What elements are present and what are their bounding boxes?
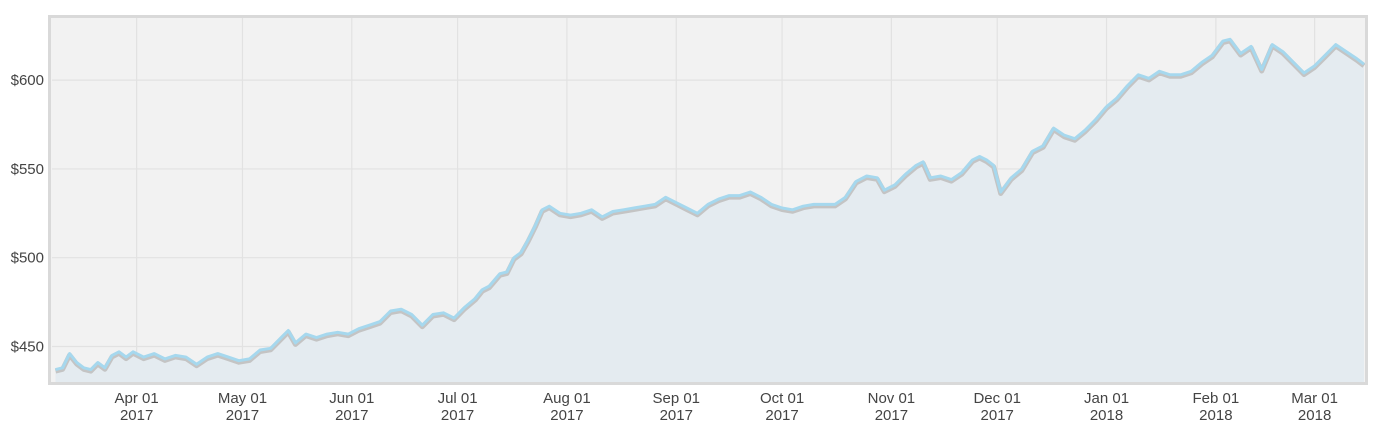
x-tick-label-month: Dec 01	[973, 390, 1021, 407]
series-area-fill	[55, 39, 1364, 383]
y-tick-label: $500	[11, 250, 44, 267]
y-axis-ticks: $450 $500 $550 $600	[11, 72, 44, 355]
x-tick-label-month: May 01	[218, 390, 267, 407]
x-tick-label-year: 2018	[1199, 407, 1232, 424]
y-tick-label: $600	[11, 72, 44, 89]
x-tick-label-month: Jul 01	[438, 390, 478, 407]
x-tick-label-month: Feb 01	[1193, 390, 1240, 407]
x-tick-label-month: Mar 01	[1291, 390, 1338, 407]
y-tick-label: $550	[11, 161, 44, 178]
x-tick-label-month: Jun 01	[329, 390, 374, 407]
series-line	[55, 37, 1365, 372]
x-tick-label-year: 2017	[765, 407, 798, 424]
x-tick-label-year: 2017	[335, 407, 368, 424]
x-tick-label-year: 2017	[441, 407, 474, 424]
x-tick-label-year: 2017	[875, 407, 908, 424]
x-tick-label-year: 2018	[1090, 407, 1123, 424]
x-tick-label-month: Nov 01	[868, 390, 916, 407]
x-tick-label-year: 2018	[1298, 407, 1331, 424]
x-tick-label-year: 2017	[660, 407, 693, 424]
x-tick-label-month: Sep 01	[652, 390, 700, 407]
y-tick-label: $450	[11, 338, 44, 355]
x-tick-label-month: Oct 01	[760, 390, 804, 407]
x-tick-label-month: Apr 01	[115, 390, 159, 407]
x-tick-label-month: Aug 01	[543, 390, 591, 407]
x-tick-label-year: 2017	[120, 407, 153, 424]
x-tick-label-year: 2017	[226, 407, 259, 424]
x-tick-label-month: Jan 01	[1084, 390, 1129, 407]
plot-frame	[48, 15, 1368, 385]
x-tick-label-year: 2017	[981, 407, 1014, 424]
x-tick-label-year: 2017	[550, 407, 583, 424]
